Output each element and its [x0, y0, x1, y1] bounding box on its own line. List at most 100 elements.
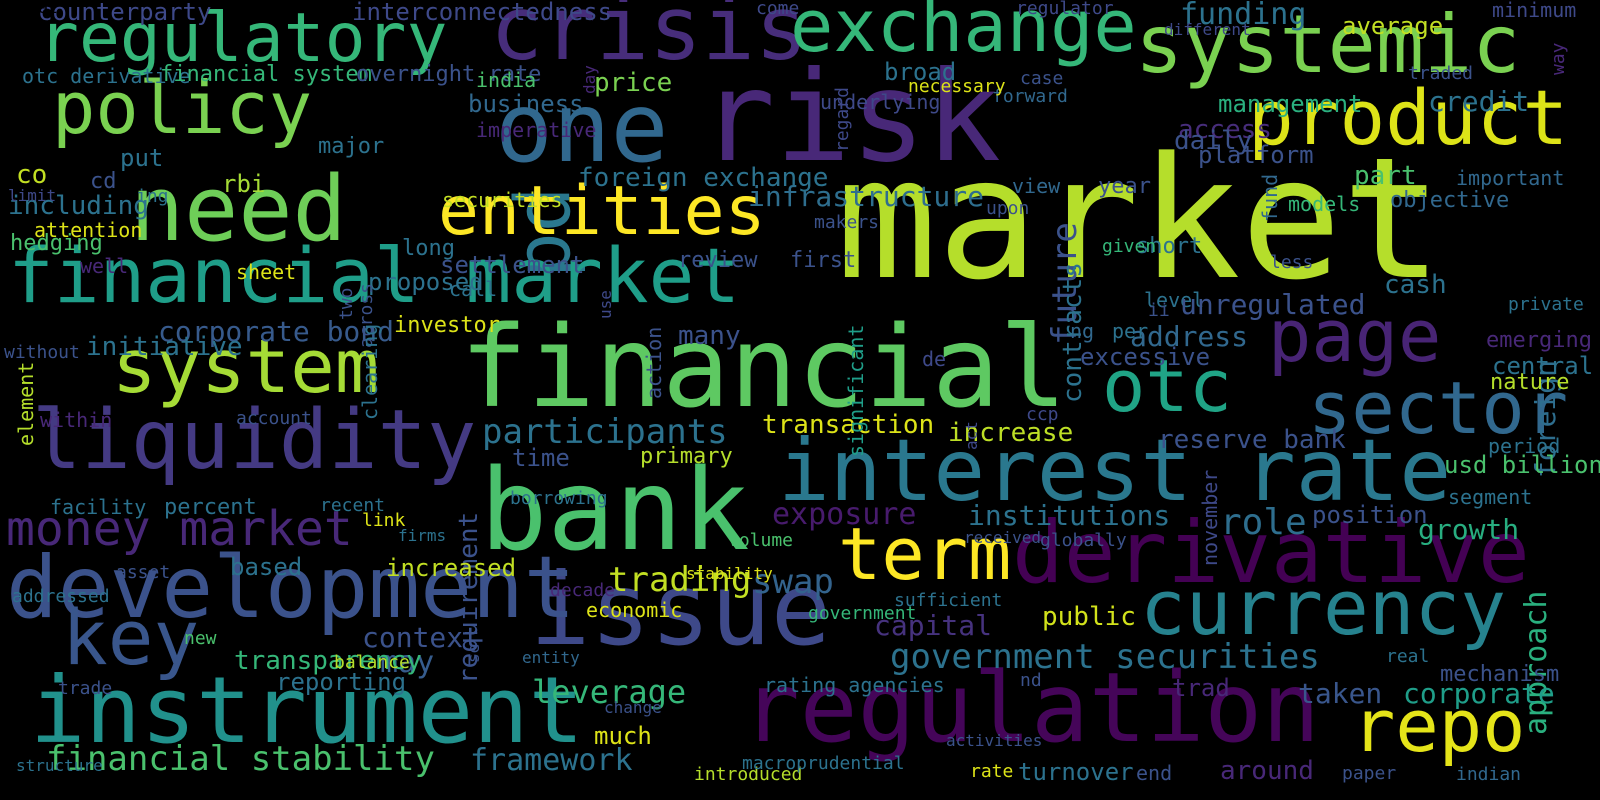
word: put	[120, 144, 164, 172]
word: sufficient	[894, 590, 1003, 611]
word: around	[1220, 756, 1314, 786]
word: fund	[1258, 173, 1282, 222]
word: attention	[34, 218, 143, 242]
word: instrument	[30, 657, 584, 764]
word: imperative	[476, 118, 597, 142]
word: securities	[442, 188, 563, 212]
word: turnover	[1018, 758, 1134, 786]
word: forward	[992, 86, 1068, 107]
word: view	[1012, 174, 1061, 198]
word: reporting	[276, 668, 407, 696]
word: platform	[1198, 141, 1314, 169]
word: trad	[1172, 674, 1230, 702]
word: trading	[608, 560, 752, 600]
word: received	[964, 528, 1042, 547]
word: without	[4, 342, 80, 363]
word: different	[1164, 20, 1251, 39]
word: otc	[1102, 344, 1233, 428]
word: risk	[700, 45, 1002, 190]
word: ing	[136, 186, 169, 207]
word: funding	[1180, 0, 1307, 32]
word: year	[1098, 174, 1151, 199]
word: price	[594, 68, 673, 98]
word: less	[1270, 252, 1314, 273]
word: asset	[116, 562, 171, 583]
word: action	[642, 326, 666, 399]
word: india	[476, 68, 537, 92]
word: cd	[90, 169, 117, 194]
word: institutions	[968, 499, 1171, 532]
word: emerging	[1486, 328, 1592, 353]
word: rating agencies	[764, 673, 945, 697]
word: may	[380, 645, 435, 680]
word: unregulated	[1180, 288, 1366, 321]
word: context	[362, 621, 481, 654]
word: ii	[1148, 300, 1170, 321]
word: trade	[58, 678, 113, 699]
word: increase	[948, 418, 1074, 448]
word: much	[594, 722, 652, 750]
word: first	[790, 248, 857, 273]
word: review	[678, 248, 758, 273]
word: financial system	[160, 62, 372, 87]
word: structure	[16, 756, 103, 775]
word: excessive	[1080, 343, 1211, 371]
word: taken	[1298, 677, 1383, 710]
word: exposure	[772, 497, 917, 532]
word: leverage	[532, 673, 687, 711]
word: co	[16, 160, 48, 190]
word: bank	[480, 446, 750, 576]
word: element	[14, 361, 38, 446]
word: money market	[6, 501, 353, 557]
word: percent	[164, 495, 257, 520]
word: government securities	[890, 637, 1320, 677]
word: system	[112, 324, 380, 410]
word: end	[1136, 761, 1173, 785]
word: derivative	[1012, 503, 1530, 603]
word: business	[468, 90, 584, 118]
word: addressed	[12, 586, 110, 607]
word: ng	[1070, 319, 1095, 343]
word: long	[402, 236, 455, 261]
word: volume	[728, 530, 794, 551]
word: daily	[1174, 126, 1253, 156]
word: upon	[986, 198, 1030, 219]
word: macroprudential	[742, 753, 905, 774]
word: part	[1354, 161, 1417, 191]
word: clearing	[358, 323, 382, 420]
word: infrastructure	[748, 180, 985, 213]
word: page	[1268, 294, 1442, 378]
word: economic	[586, 598, 683, 622]
word: makers	[814, 212, 880, 233]
word: role	[1220, 502, 1307, 543]
word: globally	[1040, 530, 1127, 551]
word: corporate bond	[158, 315, 395, 348]
word: global	[0, 0, 58, 17]
word: traded	[1408, 63, 1474, 84]
word: government	[808, 603, 917, 624]
word: minimum	[1492, 0, 1577, 22]
word: financial stability	[46, 739, 435, 779]
word: use	[596, 290, 615, 319]
word: foreign exchange	[578, 163, 829, 193]
word: day	[580, 65, 599, 94]
word: increased	[386, 554, 517, 582]
word: ccp	[1026, 404, 1059, 425]
word: broad	[884, 58, 957, 86]
word: many	[678, 321, 741, 351]
word: within	[40, 408, 113, 432]
word: introduced	[694, 764, 803, 785]
word: corporate	[1403, 677, 1555, 710]
word: product	[1248, 73, 1569, 162]
word: framework	[470, 743, 633, 778]
word: limit	[8, 186, 57, 205]
word: private	[1508, 294, 1584, 315]
word: swap	[752, 562, 834, 602]
word: change	[604, 698, 662, 717]
word: crisis	[490, 0, 808, 80]
word: management	[1218, 90, 1363, 118]
word: need	[130, 157, 347, 262]
word: based	[230, 553, 303, 581]
word: transaction	[762, 410, 935, 440]
word: short	[1136, 234, 1203, 259]
